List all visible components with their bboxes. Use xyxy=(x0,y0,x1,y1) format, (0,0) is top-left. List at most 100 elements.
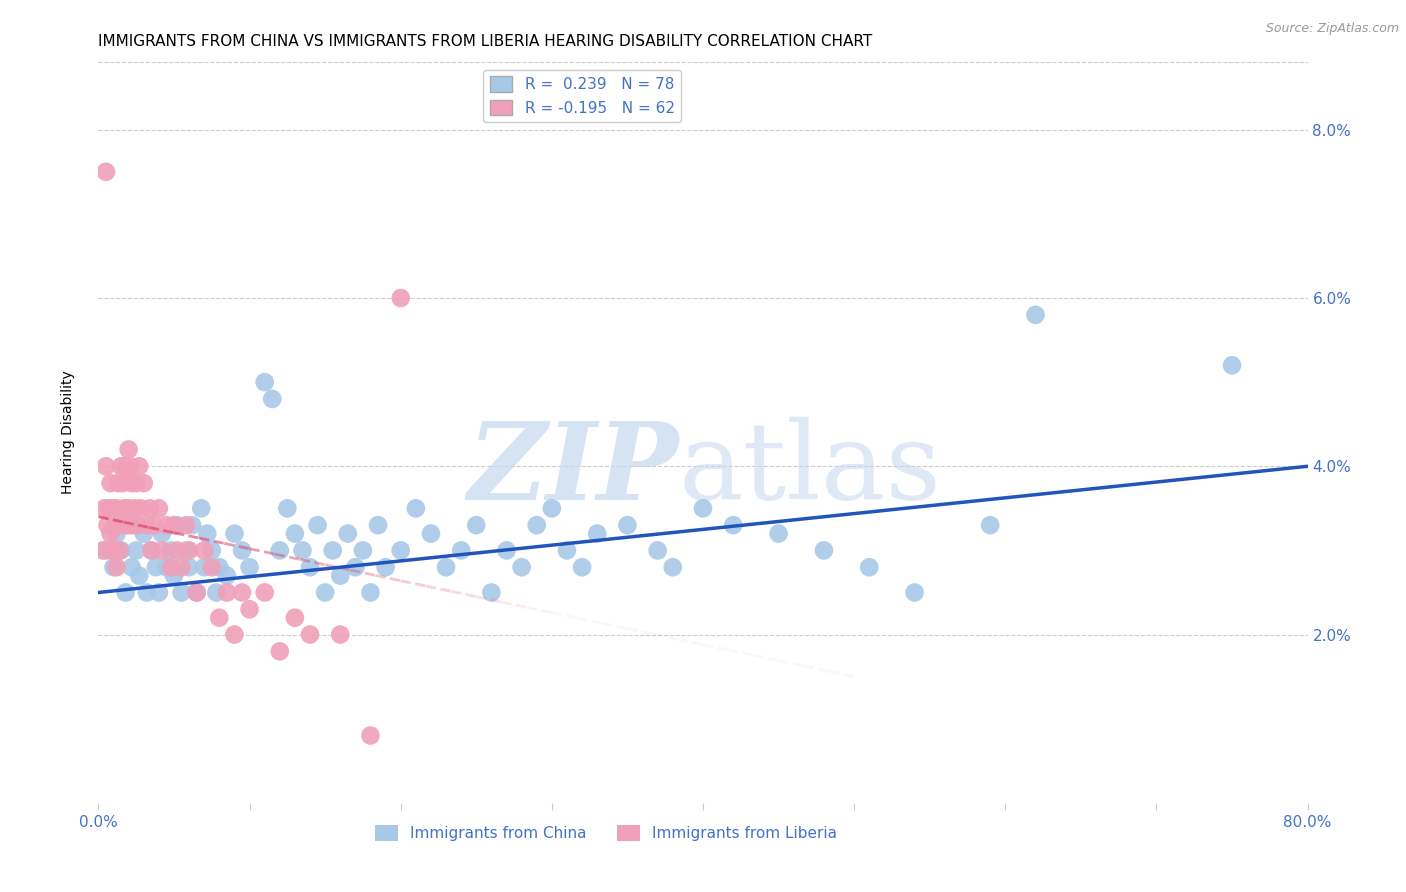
Point xyxy=(434,560,457,574)
Point xyxy=(118,501,141,516)
Point xyxy=(114,459,136,474)
Point xyxy=(122,518,145,533)
Point xyxy=(114,585,136,599)
Point xyxy=(160,543,183,558)
Point xyxy=(904,585,927,599)
Point xyxy=(389,543,412,558)
Point xyxy=(166,518,188,533)
Point xyxy=(367,518,389,533)
Point xyxy=(107,476,129,491)
Point xyxy=(291,543,314,558)
Point xyxy=(269,644,291,658)
Point xyxy=(1220,359,1243,373)
Point xyxy=(190,501,212,516)
Point xyxy=(143,518,166,533)
Point xyxy=(101,543,124,558)
Text: ZIP: ZIP xyxy=(467,417,679,523)
Text: IMMIGRANTS FROM CHINA VS IMMIGRANTS FROM LIBERIA HEARING DISABILITY CORRELATION : IMMIGRANTS FROM CHINA VS IMMIGRANTS FROM… xyxy=(98,34,873,49)
Point xyxy=(115,518,138,533)
Point xyxy=(114,501,136,516)
Point xyxy=(141,543,163,558)
Point xyxy=(128,568,150,582)
Point xyxy=(103,560,125,574)
Point xyxy=(813,543,835,558)
Point xyxy=(100,501,122,516)
Point xyxy=(540,501,562,516)
Point xyxy=(215,585,238,599)
Point xyxy=(723,518,745,533)
Point xyxy=(647,543,669,558)
Point xyxy=(661,560,683,574)
Point xyxy=(139,501,162,516)
Point xyxy=(193,560,215,574)
Legend: Immigrants from China, Immigrants from Liberia: Immigrants from China, Immigrants from L… xyxy=(368,819,844,847)
Point xyxy=(262,392,284,406)
Point xyxy=(450,543,472,558)
Point xyxy=(118,518,141,533)
Point xyxy=(307,518,329,533)
Point xyxy=(100,526,122,541)
Point xyxy=(979,518,1001,533)
Point xyxy=(118,442,141,457)
Point xyxy=(179,543,201,558)
Point xyxy=(105,560,128,574)
Point xyxy=(127,518,149,533)
Point xyxy=(360,729,382,743)
Point xyxy=(420,526,443,541)
Point xyxy=(344,560,367,574)
Point xyxy=(135,518,157,533)
Point xyxy=(132,526,155,541)
Point xyxy=(155,518,177,533)
Point xyxy=(166,543,188,558)
Point xyxy=(124,501,146,516)
Point xyxy=(150,526,173,541)
Point xyxy=(103,543,125,558)
Point xyxy=(195,526,218,541)
Point xyxy=(299,627,322,641)
Point xyxy=(231,543,253,558)
Point xyxy=(389,291,412,305)
Text: Source: ZipAtlas.com: Source: ZipAtlas.com xyxy=(1265,22,1399,36)
Point xyxy=(510,560,533,574)
Point xyxy=(94,543,117,558)
Point xyxy=(93,501,115,516)
Point xyxy=(179,560,201,574)
Point xyxy=(181,518,204,533)
Point xyxy=(193,543,215,558)
Point xyxy=(148,501,170,516)
Point xyxy=(125,476,148,491)
Point xyxy=(110,518,132,533)
Point xyxy=(170,560,193,574)
Point xyxy=(208,560,231,574)
Point xyxy=(186,585,208,599)
Point xyxy=(105,501,128,516)
Point xyxy=(555,543,578,558)
Point xyxy=(215,568,238,582)
Point xyxy=(163,568,186,582)
Text: atlas: atlas xyxy=(679,417,942,522)
Point xyxy=(132,476,155,491)
Point xyxy=(239,560,262,574)
Point xyxy=(135,585,157,599)
Point xyxy=(108,543,131,558)
Point xyxy=(224,627,246,641)
Point xyxy=(100,476,122,491)
Point xyxy=(112,501,135,516)
Point xyxy=(141,543,163,558)
Point xyxy=(205,585,228,599)
Point xyxy=(329,627,352,641)
Point xyxy=(495,543,517,558)
Point xyxy=(174,543,197,558)
Y-axis label: Hearing Disability: Hearing Disability xyxy=(60,371,75,494)
Point xyxy=(405,501,427,516)
Point xyxy=(111,476,134,491)
Point xyxy=(336,526,359,541)
Point xyxy=(239,602,262,616)
Point xyxy=(284,526,307,541)
Point xyxy=(155,560,177,574)
Point xyxy=(125,543,148,558)
Point xyxy=(96,518,118,533)
Point xyxy=(170,585,193,599)
Point xyxy=(94,165,117,179)
Point xyxy=(104,518,127,533)
